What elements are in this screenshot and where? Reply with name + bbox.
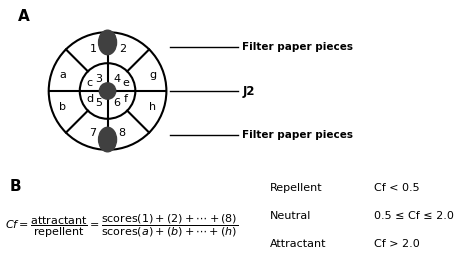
Ellipse shape: [99, 30, 117, 55]
Text: $\mathit{Cf} = \dfrac{\mathrm{attractant}}{\mathrm{repellent}} = \dfrac{\mathrm{: $\mathit{Cf} = \dfrac{\mathrm{attractant…: [5, 213, 238, 240]
Circle shape: [100, 83, 116, 99]
Text: 5: 5: [95, 98, 102, 108]
Text: Neutral: Neutral: [270, 211, 311, 221]
Text: 1: 1: [89, 43, 96, 54]
Text: 2: 2: [118, 43, 126, 54]
Text: B: B: [9, 179, 21, 194]
Text: 8: 8: [118, 128, 126, 139]
Text: c: c: [87, 78, 92, 88]
Text: Filter paper pieces: Filter paper pieces: [242, 130, 354, 140]
Text: h: h: [149, 102, 156, 112]
Text: 4: 4: [113, 74, 120, 84]
Text: d: d: [86, 94, 93, 104]
Ellipse shape: [99, 127, 117, 152]
Text: f: f: [124, 94, 128, 104]
Text: b: b: [59, 102, 66, 112]
Text: g: g: [149, 70, 156, 80]
Text: Repellent: Repellent: [270, 183, 323, 192]
Text: 0.5 ≤ Cf ≤ 2.0: 0.5 ≤ Cf ≤ 2.0: [374, 211, 455, 221]
Text: 6: 6: [113, 98, 120, 108]
Text: Filter paper pieces: Filter paper pieces: [242, 42, 354, 52]
Text: Cf > 2.0: Cf > 2.0: [374, 239, 420, 249]
Text: a: a: [59, 70, 66, 80]
Text: J2: J2: [242, 84, 255, 98]
Text: Attractant: Attractant: [270, 239, 327, 249]
Text: 7: 7: [89, 128, 96, 139]
Text: e: e: [122, 78, 129, 88]
Text: 3: 3: [95, 74, 102, 84]
Text: A: A: [18, 9, 29, 24]
Text: Cf < 0.5: Cf < 0.5: [374, 183, 420, 192]
